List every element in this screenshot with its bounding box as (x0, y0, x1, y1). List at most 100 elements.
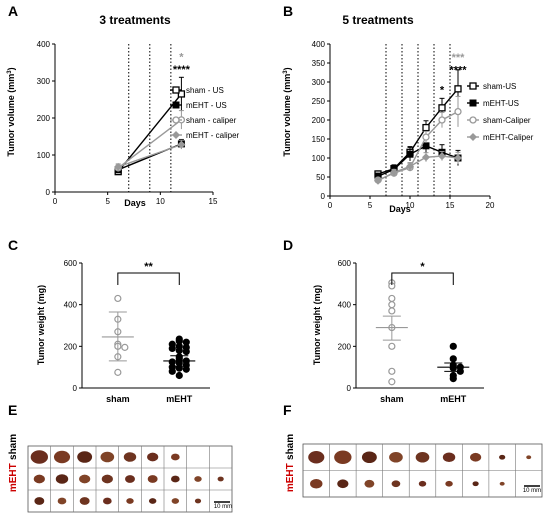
panel-b-ylabel-main: Tumor volume (mm (282, 74, 292, 157)
legend-marker (469, 82, 477, 90)
data-point (388, 294, 396, 303)
tumor-photo (194, 476, 202, 482)
panel-b-ylabel: Tumor volume (mm3) (282, 67, 292, 156)
tumor-photo (337, 479, 349, 489)
category-label: mEHT (440, 394, 467, 404)
tumor-photo (148, 498, 157, 504)
y-tick-label: 150 (312, 135, 326, 144)
y-tick-label: 600 (64, 259, 78, 268)
panel-e-label-sham: sham (8, 434, 19, 460)
tumor-photo (445, 480, 453, 487)
y-tick-label: 0 (347, 384, 352, 393)
tumor-photo (526, 455, 532, 460)
tumor-photo (389, 451, 403, 463)
data-point (454, 154, 462, 162)
data-point (422, 123, 430, 132)
data-point (177, 90, 186, 98)
x-tick-label: 10 (156, 197, 165, 206)
tumor-photo (170, 475, 180, 483)
tumor-photo (34, 497, 45, 505)
data-point (438, 104, 446, 112)
panel-b: B 5 treatments 0 50 100 150 200 250 300 350 400 0… (282, 3, 534, 214)
data-point (449, 375, 457, 383)
tumor-photo (361, 451, 377, 464)
category-label: mEHT (166, 394, 193, 404)
tumor-photo (79, 474, 91, 484)
panel-a-legend: sham - US mEHT - US sham - caliper mEHT - c… (170, 86, 240, 140)
y-tick-label: 600 (338, 259, 352, 268)
tumor-photo (170, 453, 180, 461)
data-point (390, 168, 398, 177)
panel-a-ylabel-main: Tumor volume (mm (6, 74, 16, 157)
y-tick-label: 350 (312, 59, 326, 68)
data-point (175, 346, 183, 355)
data-point (114, 162, 123, 171)
data-point (182, 365, 190, 373)
panel-d: D Tumor weight (mg) 0 200 400 600 sham mEHT * (283, 237, 484, 404)
data-point (388, 301, 396, 309)
data-point (114, 294, 122, 303)
legend-marker (172, 101, 180, 109)
tumor-photo (123, 452, 137, 462)
data-point (438, 116, 446, 124)
tumor-photo (472, 481, 479, 487)
category-label: sham (380, 394, 404, 404)
tumor-photo (171, 498, 180, 504)
y-tick-label: 200 (338, 342, 352, 351)
panel-f-scale-bar-label: 10 mm (523, 488, 541, 494)
data-point (177, 140, 186, 149)
panel-b-title: 5 treatments (342, 13, 414, 27)
tumor-photo (30, 450, 49, 464)
tumor-photo (334, 450, 352, 464)
legend-marker (469, 116, 477, 124)
data-point (422, 153, 430, 162)
significance-mark: *** (452, 52, 466, 64)
panel-a-plot: 0 100 200 300 400 0 5 10 15 ***** (37, 40, 218, 206)
panel-c-plot: 0 200 400 600 sham mEHT ** (64, 259, 210, 404)
tumor-photo (217, 476, 224, 482)
panel-c-ylabel: Tumor weight (mg) (36, 285, 46, 365)
data-point (114, 368, 122, 376)
y-tick-label: 100 (37, 151, 51, 160)
panel-e-photo-grid (27, 445, 233, 513)
panel-f-letter: F (283, 402, 292, 418)
data-point (388, 307, 396, 315)
tumor-photo (125, 475, 135, 483)
data-point (168, 367, 176, 375)
tumor-photo (77, 451, 93, 463)
tumor-photo (79, 497, 90, 505)
data-point (388, 342, 396, 350)
y-tick-label: 300 (37, 77, 51, 86)
legend-label: mEHT - US (186, 101, 227, 110)
data-point (374, 176, 382, 185)
data-point (121, 343, 129, 351)
tumor-photo (53, 450, 71, 464)
panel-d-letter: D (283, 237, 293, 253)
panel-b-xlabel: Days (389, 204, 411, 214)
x-tick-label: 0 (53, 197, 58, 206)
panel-f-photo-grid (302, 443, 543, 498)
significance-bracket (117, 272, 180, 285)
legend-marker (469, 99, 477, 107)
tumor-photo (391, 480, 401, 488)
panel-e-row-labels: mEHT sham (8, 434, 19, 492)
y-tick-label: 400 (338, 301, 352, 310)
tumor-photo (147, 452, 159, 462)
x-tick-label: 15 (209, 197, 218, 206)
panel-b-ylabel-end: ) (282, 67, 292, 70)
series-line (117, 143, 182, 168)
legend-marker (469, 133, 477, 141)
panel-f: F mEHT sham 10 mm (283, 402, 543, 498)
panel-a-title: 3 treatments (99, 13, 171, 27)
data-point (454, 107, 462, 116)
y-tick-label: 200 (64, 342, 78, 351)
y-tick-label: 100 (312, 154, 326, 163)
y-tick-label: 250 (312, 97, 326, 106)
tumor-photo (101, 474, 113, 484)
significance-mark: **** (449, 65, 467, 77)
category-label: sham (106, 394, 130, 404)
panel-d-ylabel: Tumor weight (mg) (312, 285, 322, 365)
legend-label: mEHT-Caliper (483, 133, 534, 142)
y-tick-label: 400 (64, 301, 78, 310)
significance-mark: * (440, 84, 445, 96)
